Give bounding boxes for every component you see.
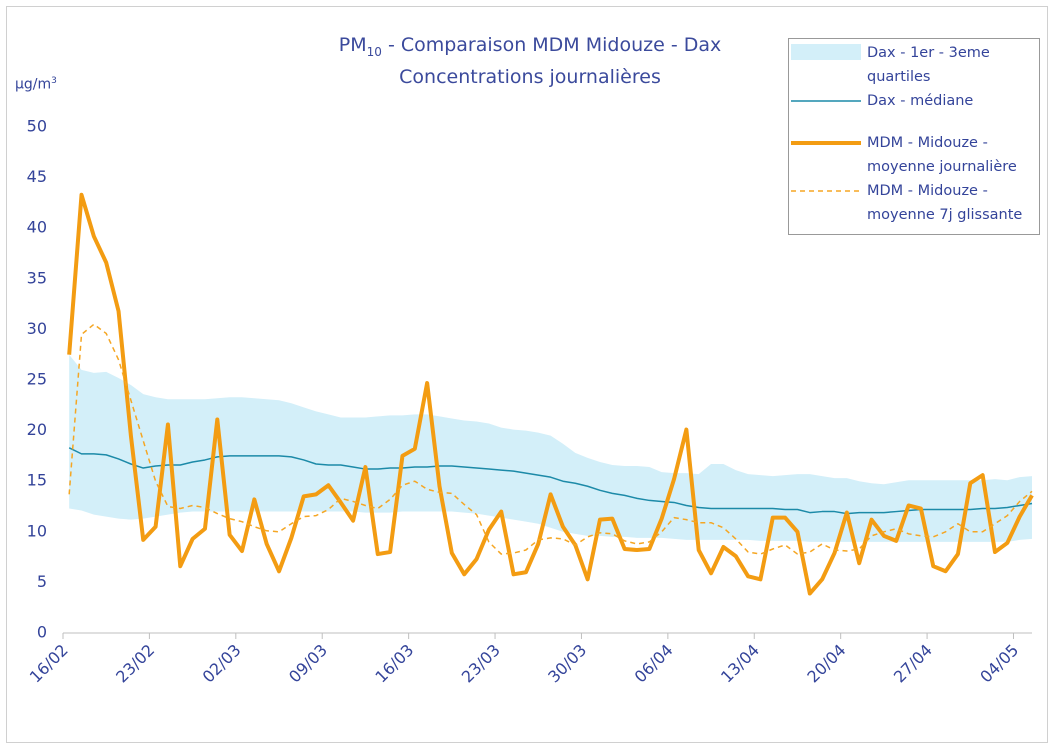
frame bbox=[6, 6, 1048, 743]
x-tick-label: 27/04 bbox=[890, 640, 936, 686]
legend-label: MDM - Midouze - moyenne 7j glissante bbox=[867, 183, 1023, 223]
title-rest: - Comparaison MDM Midouze - Dax bbox=[387, 34, 722, 56]
legend-swatch bbox=[791, 190, 861, 192]
x-tick-label: 23/03 bbox=[458, 640, 504, 686]
legend: Dax - 1er - 3eme quartiles Dax - médiane M… bbox=[788, 38, 1040, 235]
y-tick-label: 50 bbox=[27, 117, 47, 136]
x-tick-label: 16/02 bbox=[26, 640, 72, 686]
legend-entry: Dax - médiane bbox=[789, 89, 1039, 113]
legend-label: MDM - Midouze - moyenne journalière bbox=[867, 135, 1017, 175]
x-tick-label: 30/03 bbox=[544, 640, 590, 686]
chart-subtitle: Concentrations journalières bbox=[399, 66, 661, 88]
y-axis-label: µg/m3 bbox=[15, 76, 57, 93]
y-tick-label: 15 bbox=[27, 471, 47, 490]
series-line bbox=[68, 447, 1033, 515]
x-tick-label: 13/04 bbox=[717, 640, 763, 686]
y-tick-label: 5 bbox=[37, 572, 47, 591]
x-tick-label: 23/02 bbox=[112, 640, 158, 686]
y-tick-label: 0 bbox=[37, 623, 47, 642]
x-tick-label: 04/05 bbox=[976, 640, 1022, 686]
y-tick-label: 35 bbox=[27, 268, 47, 287]
legend-swatch bbox=[791, 100, 861, 102]
title-main: PM bbox=[338, 34, 367, 56]
y-unit: µg/m bbox=[15, 76, 52, 93]
y-tick-label: 25 bbox=[27, 370, 47, 389]
x-tick-label: 09/03 bbox=[285, 640, 331, 686]
y-tick-label: 20 bbox=[27, 420, 47, 439]
series-line bbox=[68, 323, 1033, 555]
legend-entry: MDM - Midouze - moyenne journalière bbox=[789, 131, 1039, 179]
y-tick-label: 45 bbox=[27, 167, 47, 186]
y-tick-label: 10 bbox=[27, 521, 47, 540]
x-tick-label: 02/03 bbox=[199, 640, 245, 686]
y-tick-label: 30 bbox=[27, 319, 47, 338]
x-tick-label: 20/04 bbox=[803, 640, 849, 686]
x-tick-label: 06/04 bbox=[631, 640, 677, 686]
legend-swatch bbox=[791, 44, 861, 60]
legend-label: Dax - 1er - 3eme quartiles bbox=[867, 45, 990, 85]
y-unit-sup: 3 bbox=[51, 76, 57, 86]
legend-entry: MDM - Midouze - moyenne 7j glissante bbox=[789, 179, 1039, 227]
series-line bbox=[67, 192, 1034, 596]
title-sub: 10 bbox=[366, 44, 382, 59]
legend-entry: Dax - 1er - 3eme quartiles bbox=[789, 41, 1039, 89]
y-tick-label: 40 bbox=[27, 218, 47, 237]
legend-label: Dax - médiane bbox=[867, 93, 974, 109]
x-tick-label: 16/03 bbox=[371, 640, 417, 686]
chart-title: PM10 - Comparaison MDM Midouze - Dax bbox=[230, 34, 830, 59]
legend-band bbox=[791, 44, 861, 60]
legend-swatch bbox=[791, 141, 861, 145]
